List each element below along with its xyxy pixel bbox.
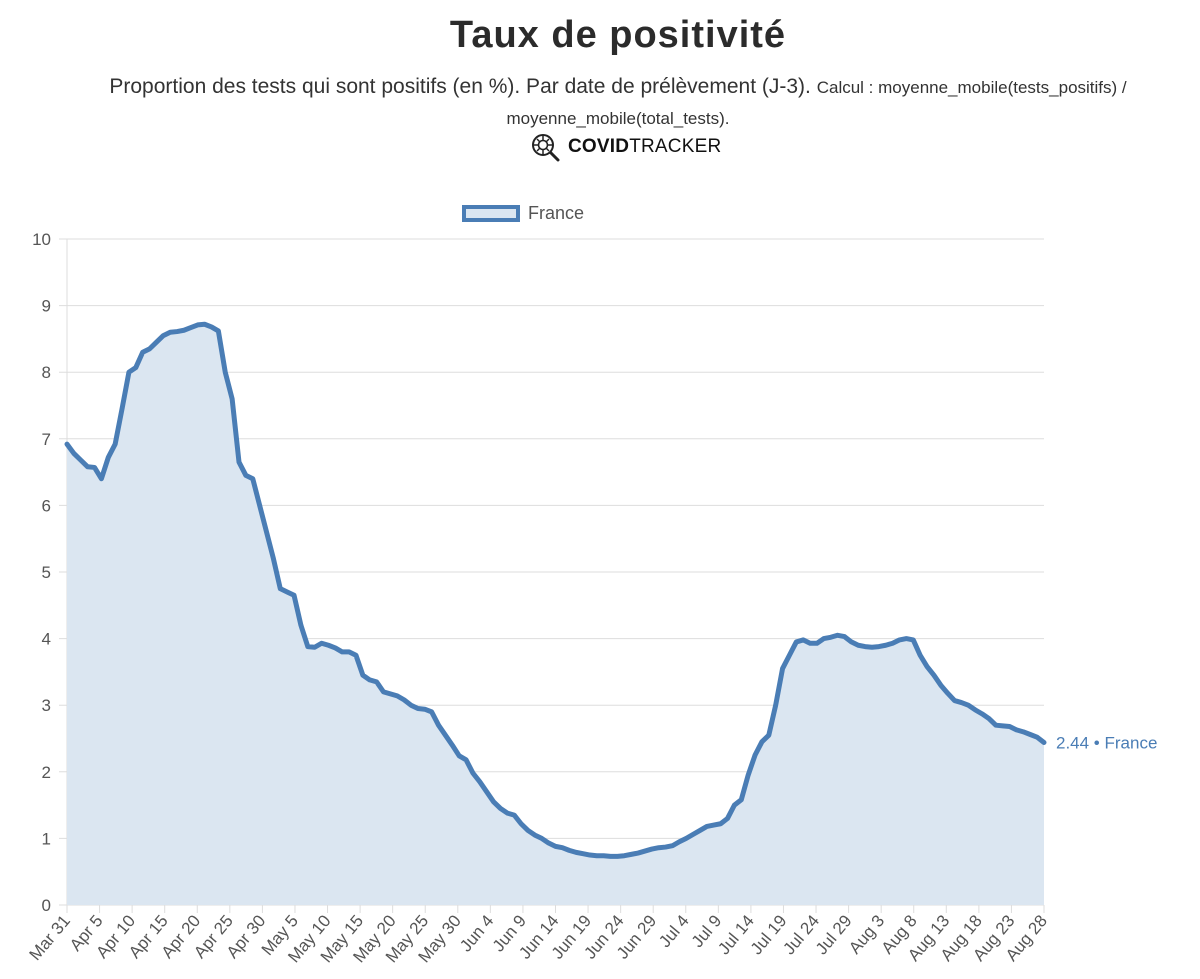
brand-light: TRACKER	[629, 136, 722, 157]
x-tick-label: Aug 3	[845, 911, 888, 957]
y-tick-label: 3	[42, 696, 51, 715]
y-tick-label: 9	[42, 297, 51, 316]
subtitle-calc: Calcul : moyenne_mobile(tests_positifs) …	[506, 78, 1127, 128]
y-tick-label: 2	[42, 763, 51, 782]
x-tick-label: Jun 4	[456, 911, 497, 955]
y-axis-labels: 0 1 2 3 4 5 6 7 8 9 10	[32, 230, 51, 915]
x-tick-label: Jul 19	[747, 911, 791, 958]
x-tick-label: Jul 29	[812, 911, 856, 958]
covidtracker-brand: COVIDTRACKER	[530, 132, 721, 162]
legend-label-france: France	[528, 203, 585, 223]
x-tick-label: Jul 4	[655, 911, 693, 951]
brand-bold: COVID	[568, 136, 630, 157]
chart-title: Taux de positivité	[449, 14, 787, 56]
x-tick-label: Jul 14	[714, 911, 758, 958]
y-tick-label: 5	[42, 563, 51, 582]
y-tick-label: 8	[42, 363, 51, 382]
legend-swatch-france	[462, 205, 520, 222]
y-tick-label: 1	[42, 829, 51, 848]
series-line-france[interactable]	[64, 321, 1047, 859]
chart-subtitle: Proportion des tests qui sont positifs (…	[40, 72, 1196, 134]
y-tick-label: 0	[42, 896, 51, 915]
y-tick-label: 6	[42, 496, 51, 515]
y-tick-label: 7	[42, 430, 51, 449]
x-tick-label: Jul 24	[779, 911, 823, 958]
y-tick-label: 10	[32, 230, 51, 249]
series-end-label: 2.44 • France	[1056, 733, 1157, 752]
virus-magnifier-icon	[532, 134, 560, 162]
subtitle-main: Proportion des tests qui sont positifs (…	[109, 75, 811, 98]
y-tick-label: 4	[42, 630, 51, 649]
chart-legend[interactable]: France	[462, 203, 584, 224]
x-tick-label: Mar 31	[25, 911, 74, 964]
brand-name: COVIDTRACKER	[568, 136, 721, 158]
series-area-france	[67, 324, 1044, 905]
